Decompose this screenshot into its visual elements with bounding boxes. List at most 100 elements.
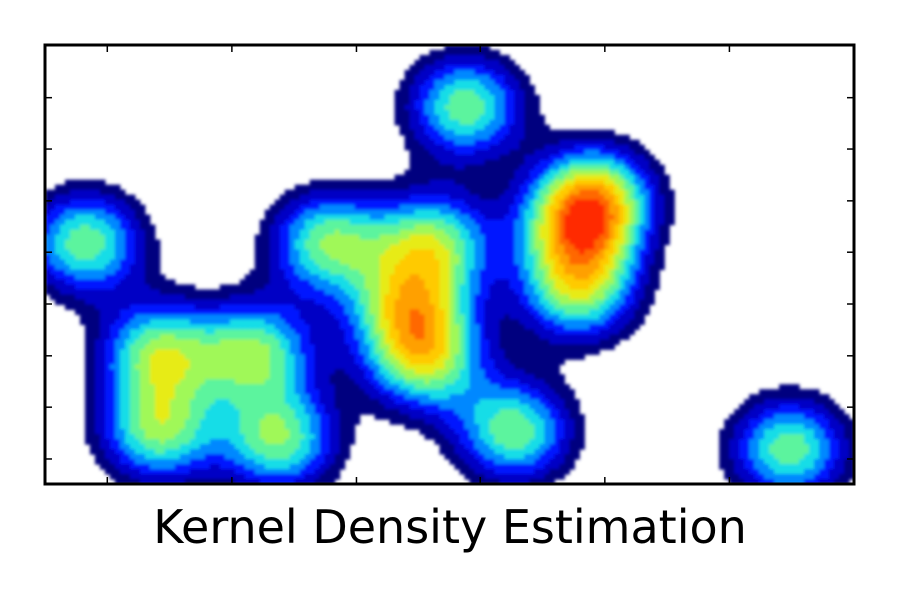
density-cell xyxy=(474,99,481,106)
density-cell xyxy=(309,364,316,370)
density-cell xyxy=(224,309,231,315)
density-cell xyxy=(119,249,126,256)
density-cell xyxy=(384,279,391,286)
density-cell xyxy=(514,104,521,111)
density-cell xyxy=(149,224,156,231)
density-cell xyxy=(579,209,585,216)
density-cell xyxy=(609,249,615,256)
density-cell xyxy=(379,249,386,256)
density-cell xyxy=(594,344,600,350)
density-cell xyxy=(259,324,266,330)
density-cell xyxy=(519,139,525,146)
density-cell xyxy=(279,244,286,251)
density-cell xyxy=(644,149,650,156)
density-cell xyxy=(564,184,570,191)
density-cell xyxy=(164,349,171,355)
density-cell xyxy=(199,334,206,340)
density-cell xyxy=(499,74,506,81)
density-cell xyxy=(584,164,590,171)
density-cell xyxy=(639,214,645,221)
density-cell xyxy=(429,279,436,286)
density-cell xyxy=(594,169,600,176)
density-cell xyxy=(614,314,620,320)
density-cell xyxy=(499,344,506,350)
density-cell xyxy=(639,234,645,241)
density-cell xyxy=(394,249,401,256)
density-cell xyxy=(429,344,436,350)
density-cell xyxy=(469,64,476,71)
density-cell xyxy=(604,259,610,266)
density-cell xyxy=(244,364,251,370)
density-cell xyxy=(529,139,535,146)
density-cell xyxy=(424,139,431,146)
density-cell xyxy=(669,219,675,226)
density-cell xyxy=(104,289,111,296)
density-cell xyxy=(94,194,101,201)
density-cell xyxy=(174,359,181,365)
density-cell xyxy=(429,339,436,345)
density-cell xyxy=(414,234,421,241)
density-cell xyxy=(399,299,406,306)
density-cell xyxy=(344,264,351,271)
density-cell xyxy=(144,349,151,355)
density-cell xyxy=(649,234,655,241)
density-cell xyxy=(399,104,406,111)
density-cell xyxy=(439,74,446,81)
density-cell xyxy=(514,259,521,266)
density-cell xyxy=(354,364,361,370)
density-cell xyxy=(339,349,346,355)
density-cell xyxy=(509,324,516,330)
density-cell xyxy=(409,99,416,106)
density-cell xyxy=(429,189,436,196)
density-cell xyxy=(544,234,550,241)
density-cell xyxy=(454,114,461,121)
density-cell xyxy=(409,134,416,141)
density-cell xyxy=(534,354,540,360)
density-cell xyxy=(489,114,496,121)
density-cell xyxy=(499,194,506,201)
density-cell xyxy=(549,344,555,350)
density-cell xyxy=(394,209,401,216)
density-cell xyxy=(359,314,366,320)
density-cell xyxy=(519,184,525,191)
density-cell xyxy=(554,224,560,231)
density-cell xyxy=(179,369,186,375)
density-cell xyxy=(349,329,356,335)
density-cell xyxy=(514,354,521,360)
density-cell xyxy=(609,129,615,136)
density-cell xyxy=(469,369,476,375)
density-cell xyxy=(429,204,436,211)
density-cell xyxy=(384,209,391,216)
density-cell xyxy=(519,264,525,271)
density-cell xyxy=(564,289,570,296)
density-cell xyxy=(449,59,456,66)
density-cell xyxy=(519,339,525,345)
density-cell xyxy=(469,289,476,296)
density-cell xyxy=(279,304,286,310)
density-cell xyxy=(529,224,535,231)
density-cell xyxy=(69,264,76,271)
density-cell xyxy=(619,189,625,196)
density-cell xyxy=(359,234,366,241)
density-cell xyxy=(379,319,386,325)
density-cell xyxy=(139,324,146,330)
density-cell xyxy=(504,209,511,216)
density-cell xyxy=(434,49,441,56)
density-cell xyxy=(304,224,311,231)
density-cell xyxy=(504,349,511,355)
density-cell xyxy=(439,369,446,375)
density-cell xyxy=(479,64,486,71)
density-cell xyxy=(344,224,351,231)
density-cell xyxy=(409,299,416,306)
density-cell xyxy=(159,329,166,335)
density-cell xyxy=(489,304,496,310)
density-cell xyxy=(354,204,361,211)
density-cell xyxy=(334,184,341,191)
density-cell xyxy=(239,314,246,320)
density-cell xyxy=(439,49,446,56)
density-cell xyxy=(629,154,635,161)
density-cell xyxy=(584,189,590,196)
density-cell xyxy=(289,314,296,320)
density-cell xyxy=(594,159,600,166)
density-cell xyxy=(524,224,530,231)
